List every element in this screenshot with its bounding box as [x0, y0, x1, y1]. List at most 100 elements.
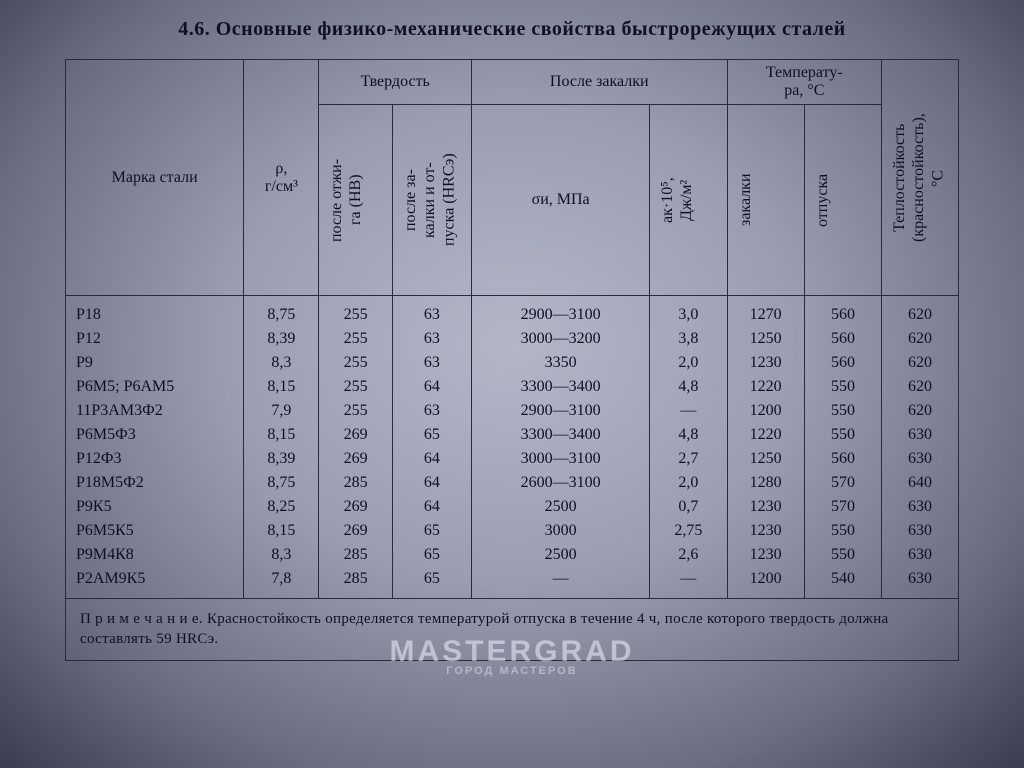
cell-hrc: 64	[392, 471, 471, 495]
table-row: Р9М4К88,32856525002,61230550630	[66, 543, 959, 567]
cell-density: 7,8	[244, 567, 319, 599]
cell-sigma: 3300—3400	[471, 423, 649, 447]
cell-grade: Р18	[66, 296, 244, 328]
cell-hb: 285	[319, 471, 392, 495]
cell-hrc: 65	[392, 519, 471, 543]
cell-t-temp: 550	[804, 399, 881, 423]
table-row: Р128,39255633000—32003,81250560620	[66, 327, 959, 351]
cell-t-hard: 1200	[727, 567, 804, 599]
cell-hb: 269	[319, 519, 392, 543]
cell-sigma: 3000	[471, 519, 649, 543]
cell-t-hard: 1230	[727, 519, 804, 543]
cell-t-temp: 560	[804, 447, 881, 471]
cell-hb: 255	[319, 375, 392, 399]
cell-grade: Р9К5	[66, 495, 244, 519]
cell-hb: 285	[319, 567, 392, 599]
cell-t-temp: 550	[804, 423, 881, 447]
cell-sigma: 2500	[471, 543, 649, 567]
hdr-t-hard: закалки	[727, 105, 804, 296]
cell-hrc: 63	[392, 296, 471, 328]
table-title: 4.6. Основные физико-механические свойст…	[65, 18, 959, 41]
hdr-after-group: После закалки	[471, 60, 727, 105]
cell-t-temp: 570	[804, 471, 881, 495]
cell-heat: 640	[882, 471, 959, 495]
cell-t-hard: 1220	[727, 423, 804, 447]
cell-heat: 630	[882, 543, 959, 567]
cell-t-temp: 560	[804, 296, 881, 328]
cell-hrc: 65	[392, 567, 471, 599]
hdr-grade: Марка стали	[66, 60, 244, 296]
cell-grade: Р18М5Ф2	[66, 471, 244, 495]
cell-ak: 0,7	[650, 495, 727, 519]
cell-grade: 11Р3АМ3Ф2	[66, 399, 244, 423]
cell-hb: 255	[319, 327, 392, 351]
watermark-sub: ГОРОД МАСТЕРОВ	[0, 665, 1024, 677]
cell-hb: 269	[319, 447, 392, 471]
cell-grade: Р2АМ9К5	[66, 567, 244, 599]
cell-grade: Р6М5К5	[66, 519, 244, 543]
cell-t-hard: 1220	[727, 375, 804, 399]
cell-density: 7,9	[244, 399, 319, 423]
cell-ak: 2,0	[650, 471, 727, 495]
cell-density: 8,75	[244, 471, 319, 495]
cell-ak: 3,8	[650, 327, 727, 351]
cell-hb: 269	[319, 495, 392, 519]
cell-t-temp: 550	[804, 375, 881, 399]
cell-t-temp: 550	[804, 543, 881, 567]
hdr-ak: aк·10⁵, Дж/м²	[650, 105, 727, 296]
cell-ak: 2,7	[650, 447, 727, 471]
cell-sigma: 3350	[471, 351, 649, 375]
hdr-density: ρ, г/см³	[244, 60, 319, 296]
table-row: 11Р3АМ3Ф27,9255632900—3100—1200550620	[66, 399, 959, 423]
properties-table: Марка стали ρ, г/см³ Твердость После зак…	[65, 59, 959, 661]
cell-t-temp: 570	[804, 495, 881, 519]
cell-sigma: 3000—3100	[471, 447, 649, 471]
cell-sigma: 2500	[471, 495, 649, 519]
cell-hb: 285	[319, 543, 392, 567]
table-row: Р9К58,252696425000,71230570630	[66, 495, 959, 519]
cell-heat: 620	[882, 296, 959, 328]
cell-t-hard: 1250	[727, 327, 804, 351]
hdr-hardness-group: Твердость	[319, 60, 472, 105]
cell-t-temp: 560	[804, 327, 881, 351]
cell-ak: —	[650, 567, 727, 599]
cell-sigma: 2900—3100	[471, 399, 649, 423]
cell-t-temp: 560	[804, 351, 881, 375]
cell-hrc: 63	[392, 351, 471, 375]
cell-ak: 2,6	[650, 543, 727, 567]
cell-heat: 620	[882, 375, 959, 399]
cell-t-hard: 1230	[727, 495, 804, 519]
cell-t-temp: 540	[804, 567, 881, 599]
table-body: Р188,75255632900—31003,01270560620Р128,3…	[66, 296, 959, 599]
cell-hrc: 64	[392, 495, 471, 519]
footnote-row: П р и м е ч а н и е. Красностойкость опр…	[66, 599, 959, 661]
cell-grade: Р12	[66, 327, 244, 351]
cell-hb: 269	[319, 423, 392, 447]
cell-sigma: 3300—3400	[471, 375, 649, 399]
cell-heat: 620	[882, 351, 959, 375]
cell-t-hard: 1250	[727, 447, 804, 471]
cell-density: 8,15	[244, 375, 319, 399]
cell-ak: 2,75	[650, 519, 727, 543]
hdr-temp-group: Температу- ра, °С	[727, 60, 882, 105]
cell-density: 8,39	[244, 327, 319, 351]
page: 4.6. Основные физико-механические свойст…	[65, 18, 959, 661]
cell-ak: 4,8	[650, 375, 727, 399]
cell-density: 8,3	[244, 351, 319, 375]
cell-hrc: 63	[392, 399, 471, 423]
hdr-hb: после отжи- га (HB)	[319, 105, 392, 296]
table-row: Р98,32556333502,01230560620	[66, 351, 959, 375]
cell-heat: 620	[882, 399, 959, 423]
cell-density: 8,15	[244, 423, 319, 447]
table-row: Р2АМ9К57,828565——1200540630	[66, 567, 959, 599]
cell-grade: Р9М4К8	[66, 543, 244, 567]
hdr-sigma: σи, МПа	[471, 105, 649, 296]
cell-grade: Р6М5Ф3	[66, 423, 244, 447]
cell-sigma: —	[471, 567, 649, 599]
cell-hrc: 65	[392, 543, 471, 567]
cell-heat: 630	[882, 495, 959, 519]
cell-grade: Р9	[66, 351, 244, 375]
cell-sigma: 3000—3200	[471, 327, 649, 351]
cell-hrc: 64	[392, 375, 471, 399]
cell-density: 8,75	[244, 296, 319, 328]
